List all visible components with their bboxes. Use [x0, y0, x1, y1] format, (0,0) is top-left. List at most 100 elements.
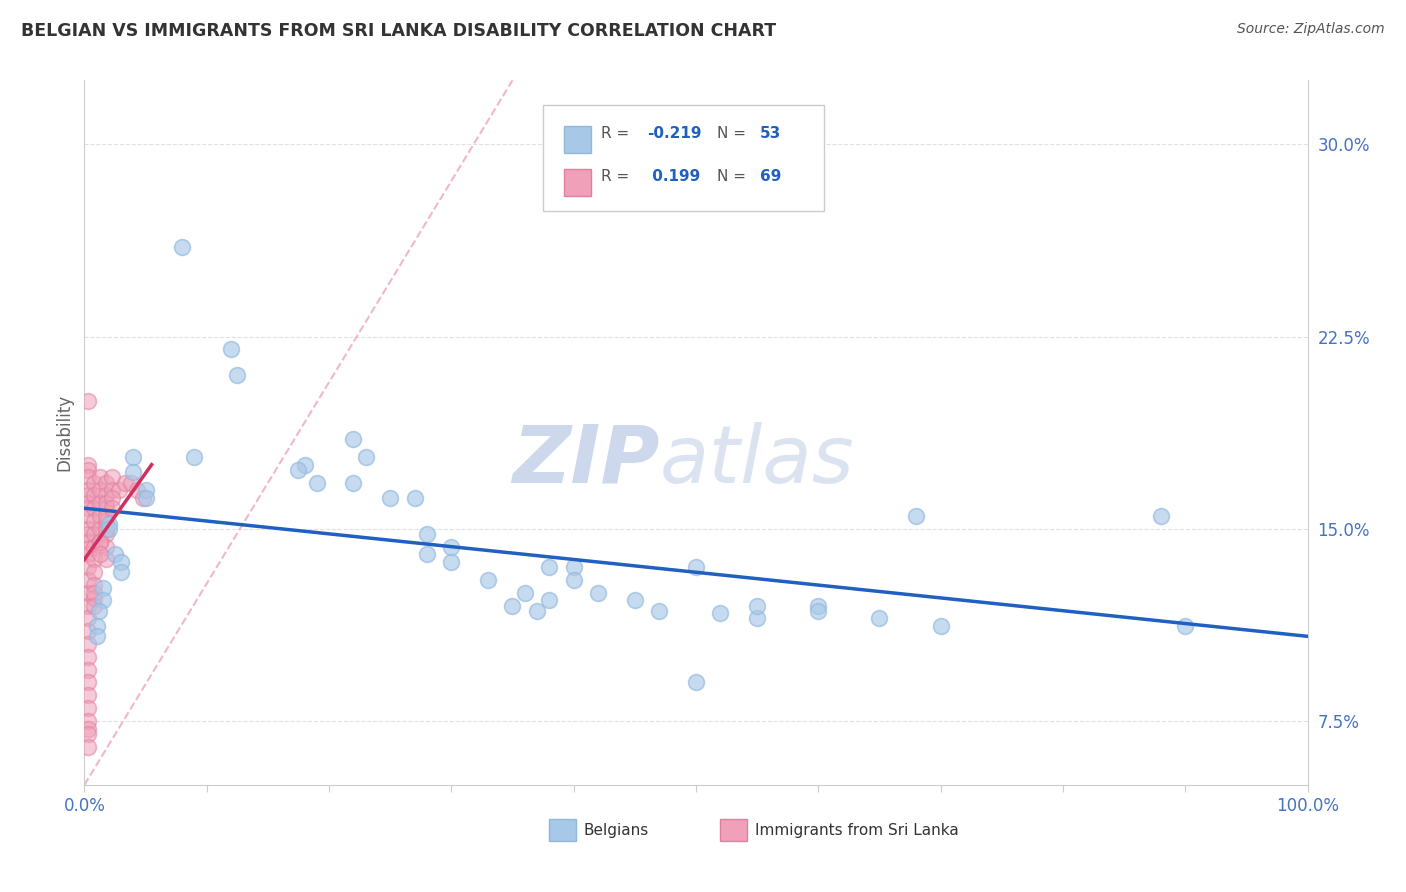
Point [502, 599, 524, 613]
Bar [564, 169, 591, 196]
Point [538, 593, 561, 607]
Text: ZIP: ZIP [512, 422, 659, 500]
Text: N =: N = [717, 126, 751, 141]
Point [122, 450, 145, 464]
Point [440, 540, 463, 554]
Point [354, 450, 377, 464]
Point [869, 611, 891, 625]
Point [77, 649, 100, 664]
Bar [564, 126, 591, 153]
Point [77, 586, 100, 600]
Point [104, 547, 127, 561]
Point [96, 488, 118, 502]
Text: -0.219: -0.219 [647, 126, 702, 141]
Point [77, 393, 100, 408]
Point [294, 458, 316, 472]
Point [77, 488, 100, 502]
Point [89, 534, 111, 549]
Point [513, 586, 536, 600]
Point [135, 483, 157, 498]
Point [77, 637, 100, 651]
Point [77, 470, 100, 484]
Point [97, 522, 120, 536]
Point [77, 508, 100, 523]
Point [709, 607, 731, 621]
Point [526, 604, 548, 618]
Text: R =: R = [600, 169, 634, 184]
Point [96, 496, 118, 510]
Point [101, 470, 124, 484]
Point [91, 593, 114, 607]
Point [562, 560, 585, 574]
Point [83, 552, 105, 566]
Point [83, 501, 105, 516]
Point [77, 522, 100, 536]
Point [183, 450, 205, 464]
Point [135, 491, 157, 505]
Point [287, 463, 309, 477]
Point [416, 547, 439, 561]
Point [77, 663, 100, 677]
Point [120, 475, 142, 490]
Point [83, 526, 105, 541]
Point [77, 526, 100, 541]
Point [89, 496, 111, 510]
Point [87, 604, 110, 618]
Text: atlas: atlas [659, 422, 853, 500]
Point [685, 560, 707, 574]
Point [107, 483, 129, 498]
Point [101, 491, 124, 505]
Point [96, 501, 118, 516]
Point [114, 475, 136, 490]
Point [96, 552, 118, 566]
Point [929, 619, 952, 633]
Point [89, 483, 111, 498]
Point [122, 466, 145, 480]
Point [83, 488, 105, 502]
Point [77, 727, 100, 741]
Point [101, 501, 124, 516]
Point [77, 458, 100, 472]
Point [83, 578, 105, 592]
Point [89, 508, 111, 523]
Point [77, 624, 100, 639]
Point [86, 629, 108, 643]
Text: N =: N = [717, 169, 751, 184]
Point [83, 540, 105, 554]
Point [77, 560, 100, 574]
FancyBboxPatch shape [543, 105, 824, 211]
Point [342, 475, 364, 490]
Text: R =: R = [600, 126, 634, 141]
Point [83, 566, 105, 580]
Point [416, 526, 439, 541]
Text: 0.199: 0.199 [647, 169, 700, 184]
Point [477, 573, 499, 587]
Point [77, 675, 100, 690]
Point [747, 599, 769, 613]
Point [96, 522, 118, 536]
Point [96, 508, 118, 523]
Point [132, 491, 155, 505]
Point [685, 675, 707, 690]
Point [83, 586, 105, 600]
Point [77, 739, 100, 754]
Point [77, 534, 100, 549]
Point [96, 514, 118, 528]
Y-axis label: Disability: Disability [55, 394, 73, 471]
Text: Immigrants from Sri Lanka: Immigrants from Sri Lanka [755, 822, 959, 838]
Bar [550, 819, 576, 841]
Point [83, 514, 105, 528]
Point [586, 586, 609, 600]
Text: 53: 53 [759, 126, 780, 141]
Point [101, 483, 124, 498]
Point [83, 591, 105, 605]
Text: Source: ZipAtlas.com: Source: ZipAtlas.com [1237, 22, 1385, 37]
Point [747, 611, 769, 625]
Point [110, 555, 132, 569]
Point [77, 701, 100, 715]
Point [226, 368, 249, 382]
Point [77, 688, 100, 702]
Point [380, 491, 402, 505]
Point [77, 547, 100, 561]
Point [77, 573, 100, 587]
